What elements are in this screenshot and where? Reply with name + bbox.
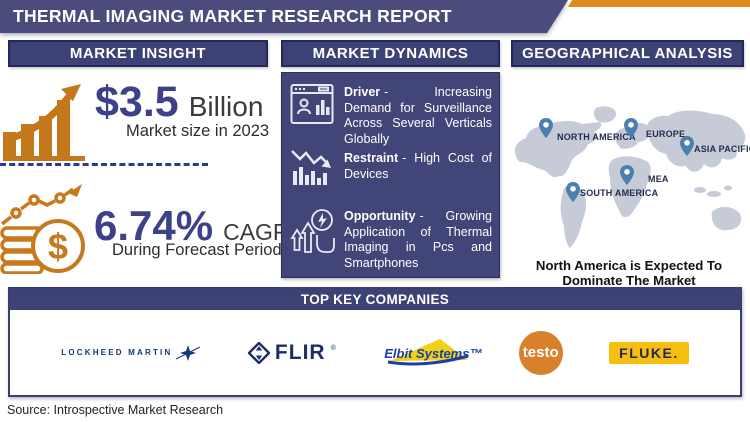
lockheed-martin-logo: LOCKHEED MARTIN	[61, 344, 201, 362]
page-title: THERMAL IMAGING MARKET RESEARCH REPORT	[13, 6, 452, 26]
fluke-label: FLUKE.	[619, 344, 679, 361]
idea-growth-icon	[290, 209, 335, 253]
market-insight-header: MARKET INSIGHT	[8, 40, 268, 67]
lockheed-star-icon	[176, 344, 201, 361]
top-key-companies-header: TOP KEY COMPANIES	[10, 289, 740, 310]
opportunity-label: Opportunity	[344, 209, 416, 223]
cagr-value: 6.74%	[94, 202, 214, 249]
geographical-analysis-header: GEOGRAPHICAL ANALYSIS	[511, 40, 744, 67]
region-label-north-america: NORTH AMERICA	[557, 132, 636, 142]
cagr-caption: During Forecast Period	[112, 241, 282, 259]
world-map: NORTH AMERICA EUROPE ASIA PACIFIC MEA SO…	[508, 104, 750, 256]
declining-chart-icon	[291, 150, 331, 185]
region-label-europe: EUROPE	[646, 129, 686, 139]
dashed-divider	[0, 163, 208, 166]
restraint-text: - High Cost of Devices	[344, 151, 492, 181]
top-key-companies-box: TOP KEY COMPANIES LOCKHEED MARTIN FLIR ®	[8, 287, 742, 397]
geo-dominance-note: North America is Expected To Dominate Th…	[535, 258, 723, 288]
testo-logo: testo	[518, 330, 563, 375]
elbit-systems-logo: Elbit Systems™	[382, 335, 482, 371]
restraint-label: Restraint	[344, 151, 399, 165]
market-size-unit: Billion	[188, 91, 264, 122]
market-dynamics-panel: Driver - Increasing Demand for Surveillan…	[281, 72, 500, 278]
pin-north-america-icon	[539, 118, 553, 138]
pin-mea-icon	[620, 165, 634, 185]
cagr-stat: 6.74% CAGR	[94, 202, 290, 250]
opportunity-item: Opportunity - Growing Application of Ther…	[344, 209, 492, 272]
cagr-unit: CAGR	[223, 219, 290, 245]
lockheed-martin-label: LOCKHEED MARTIN	[61, 348, 173, 357]
elbit-triangle-icon	[387, 338, 469, 365]
pin-europe-icon	[624, 118, 638, 138]
testo-label: testo	[522, 344, 559, 361]
restraint-item: Restraint - High Cost of Devices	[344, 151, 492, 182]
flir-label: FLIR	[274, 340, 326, 364]
flir-logo: FLIR ®	[247, 340, 336, 365]
coins-growth-icon: $	[0, 184, 85, 274]
flir-compass-icon	[247, 341, 270, 364]
pin-asia-pacific-icon	[680, 136, 694, 156]
region-label-asia-pacific: ASIA PACIFIC	[694, 144, 750, 154]
header-accent-stripe	[568, 0, 750, 7]
driver-item: Driver - Increasing Demand for Surveillan…	[344, 85, 492, 148]
market-size-stat: $3.5 Billion	[95, 78, 263, 127]
market-size-value: $3.5	[95, 78, 179, 126]
flir-trademark: ®	[330, 344, 336, 352]
source-attribution: Source: Introspective Market Research	[7, 403, 224, 417]
bar-chart-growth-icon	[3, 84, 85, 161]
opportunity-text: - Growing Application of Thermal Imaging…	[344, 209, 492, 270]
elbit-systems-label: Elbit Systems™	[384, 345, 483, 361]
world-map-graphic	[514, 106, 746, 248]
company-logos-row: LOCKHEED MARTIN FLIR ®	[10, 310, 740, 395]
region-label-south-america: SOUTH AMERICA	[580, 188, 659, 198]
header-bar: THERMAL IMAGING MARKET RESEARCH REPORT	[0, 0, 568, 33]
region-label-mea: MEA	[648, 174, 669, 184]
analytics-window-icon	[290, 84, 334, 124]
market-dynamics-header: MARKET DYNAMICS	[281, 40, 500, 67]
pin-south-america-icon	[566, 182, 580, 202]
svg-text:$: $	[48, 226, 68, 267]
driver-label: Driver	[344, 85, 381, 99]
fluke-logo: FLUKE.	[609, 341, 689, 364]
market-size-caption: Market size in 2023	[126, 122, 270, 140]
driver-text: - Increasing Demand for Surveillance Acr…	[344, 85, 492, 146]
